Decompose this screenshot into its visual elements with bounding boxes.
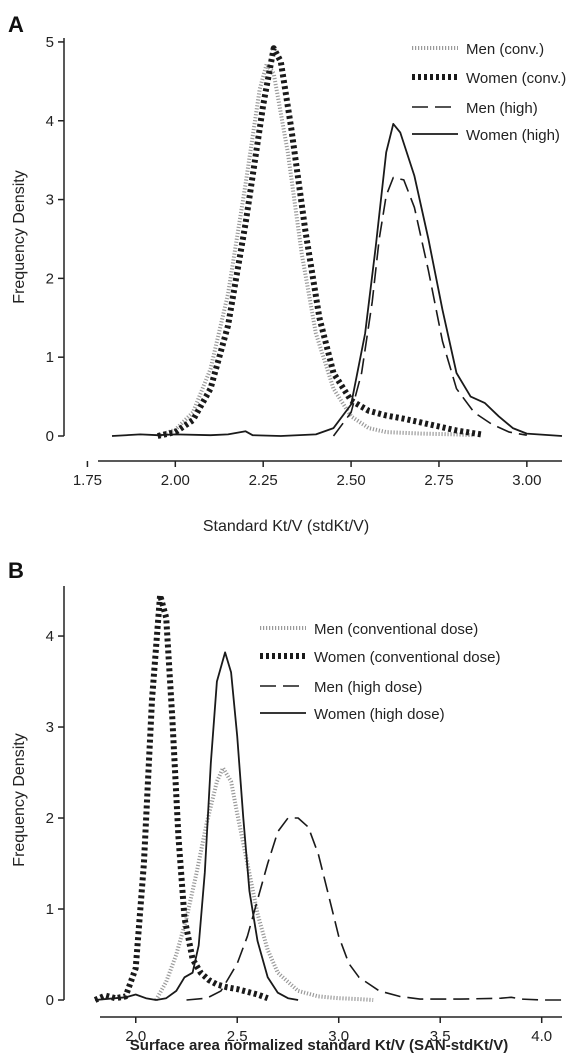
panel-a-x-axis-label: Standard Kt/V (stdKt/V)	[203, 518, 369, 535]
panel-b-series	[93, 592, 562, 1003]
panel-b-legend: Men (conventional dose) Women (conventio…	[260, 621, 501, 723]
panel-b-series-women-high-dose	[95, 651, 299, 1001]
panel-b-legend-label-men-high: Men (high dose)	[314, 679, 422, 696]
panel-a-x-tick-label: 3.00	[512, 472, 541, 489]
panel-b-legend-label-women-high: Women (high dose)	[314, 706, 445, 723]
panel-a-y-tick-label: 0	[46, 428, 54, 445]
panel-b: B 0 1 2 3 4 2.0 2.5 3.0 3.5 4.0 Frequency Densit…	[8, 558, 562, 1054]
panel-a-series	[111, 45, 563, 439]
panel-b-label: B	[8, 558, 24, 583]
panel-a-y-tick-label: 1	[46, 349, 54, 366]
panel-b-y-tick-label: 1	[46, 901, 54, 918]
panel-a-legend-label-women-high: Women (high)	[466, 127, 560, 144]
panel-a-legend-label-women-conv: Women (conv.)	[466, 70, 566, 87]
panel-a-legend-label-men-conv: Men (conv.)	[466, 41, 544, 58]
panel-b-series-women-conventional-dose	[93, 592, 269, 1003]
panel-a-y-tick-label: 3	[46, 192, 54, 209]
panel-a-label: A	[8, 12, 24, 37]
panel-b-x-tick-label: 2.0	[125, 1028, 146, 1045]
panel-a-legend: Men (conv.) Women (conv.) Men (high) Wom…	[412, 41, 566, 144]
panel-a-x-tick-label: 1.75	[73, 472, 102, 489]
panel-a-x-tick-label: 2.75	[424, 472, 453, 489]
panel-a-y-tick-label: 5	[46, 34, 54, 51]
panel-a-series-women-conv	[157, 45, 482, 439]
panel-a-series-women-high	[111, 123, 563, 437]
panel-a-x-tick-label: 2.50	[336, 472, 365, 489]
panel-b-x-tick-label: 2.5	[227, 1028, 248, 1045]
panel-b-y-tick-label: 4	[46, 628, 54, 645]
panel-b-series-men-high-dose	[186, 817, 562, 1001]
panel-b-y-tick-label: 3	[46, 719, 54, 736]
panel-a-series-men-high	[332, 176, 527, 437]
panel-a-x-ticks: 1.75 2.00 2.25 2.50 2.75 3.00	[73, 461, 541, 489]
panel-b-legend-label-women-conv: Women (conventional dose)	[314, 649, 501, 666]
panel-a-y-tick-label: 2	[46, 270, 54, 287]
panel-b-x-tick-label: 3.5	[430, 1028, 451, 1045]
panel-b-y-tick-label: 0	[46, 992, 54, 1009]
panel-a-x-tick-label: 2.00	[161, 472, 190, 489]
panel-b-x-axis-label: Surface area normalized standard Kt/V (S…	[130, 1037, 508, 1054]
panel-b-y-ticks: 0 1 2 3 4	[46, 628, 64, 1009]
panel-b-series-men-conventional-dose	[154, 766, 374, 1002]
panel-a-x-tick-label: 2.25	[249, 472, 278, 489]
panel-a-y-ticks: 0 1 2 3 4 5	[46, 34, 64, 445]
panel-a-y-tick-label: 4	[46, 113, 54, 130]
panel-b-y-tick-label: 2	[46, 810, 54, 827]
panel-b-x-ticks: 2.0 2.5 3.0 3.5 4.0	[125, 1017, 552, 1045]
panel-a-series-men-conv	[157, 62, 475, 438]
panel-a: A 0 1 2 3 4 5 1.75 2.00 2.25 2.50 2.75 3.00 Freque…	[8, 12, 566, 535]
panel-b-y-axis-label: Frequency Density	[11, 733, 28, 866]
panel-a-y-axis-label: Frequency Density	[11, 170, 28, 303]
panel-a-legend-label-men-high: Men (high)	[466, 100, 538, 117]
panel-b-legend-label-men-conv: Men (conventional dose)	[314, 621, 478, 638]
panel-b-x-tick-label: 4.0	[531, 1028, 552, 1045]
panel-b-x-tick-label: 3.0	[328, 1028, 349, 1045]
